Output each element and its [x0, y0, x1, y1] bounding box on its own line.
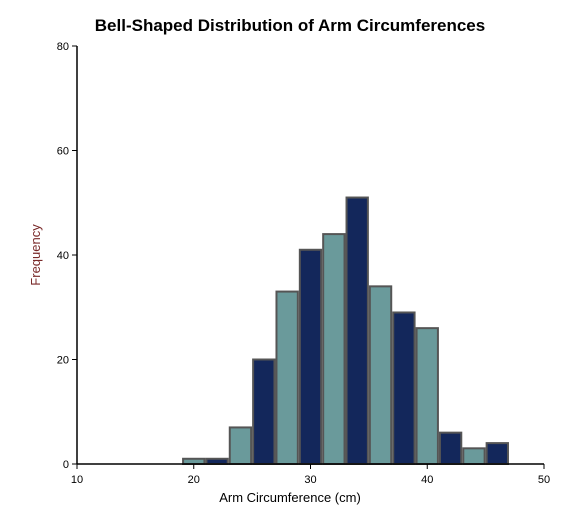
histogram-bar: [298, 248, 323, 465]
histogram-bar: [368, 285, 393, 465]
y-axis-ticks: 0 20 40 60 80: [57, 41, 77, 471]
y-axis-label: Frequency: [28, 224, 43, 286]
histogram-bar: [345, 196, 369, 465]
x-tick-label: 40: [421, 474, 433, 486]
histogram-bar: [182, 457, 206, 465]
histogram-bar: [438, 431, 463, 465]
bars-group: [182, 196, 509, 466]
histogram-bar: [462, 447, 486, 466]
histogram-bar: [322, 233, 346, 465]
histogram-bar: [415, 327, 439, 465]
x-tick-label: 50: [538, 474, 550, 486]
y-tick-label: 60: [57, 146, 69, 158]
histogram-bar: [392, 311, 416, 465]
histogram-bar: [205, 457, 229, 465]
histogram-bar: [275, 290, 299, 466]
x-tick-label: 30: [304, 474, 316, 486]
x-tick-label: 10: [71, 474, 83, 486]
y-tick-label: 80: [57, 41, 69, 53]
histogram-bar: [485, 442, 509, 466]
y-tick-label: 20: [57, 355, 69, 367]
histogram-bar: [228, 426, 253, 465]
chart-title: Bell-Shaped Distribution of Arm Circumfe…: [95, 16, 485, 35]
y-tick-label: 0: [63, 459, 69, 471]
x-axis-ticks: 10 20 30 40 50: [71, 464, 550, 486]
x-axis-label: Arm Circumference (cm): [219, 490, 361, 505]
histogram-bar: [252, 358, 276, 465]
y-tick-label: 40: [57, 250, 69, 262]
x-tick-label: 20: [188, 474, 200, 486]
